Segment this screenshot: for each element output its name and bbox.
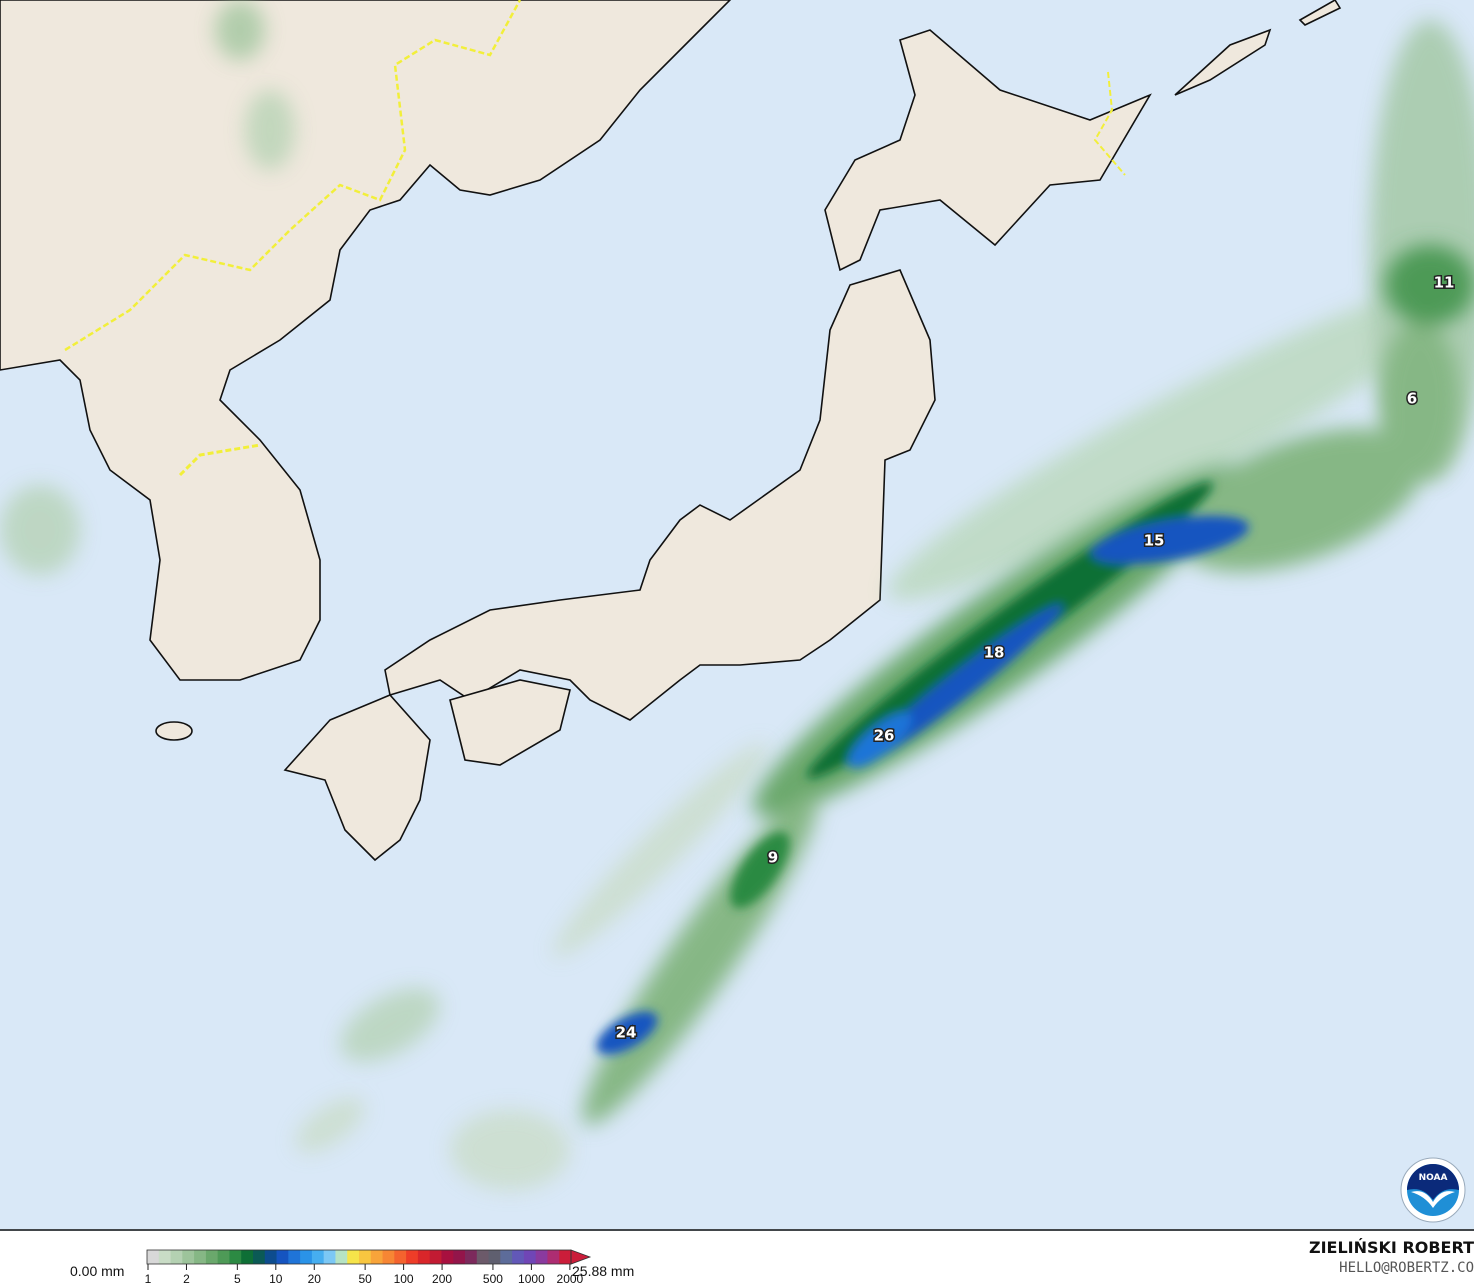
china-korea-border bbox=[64, 0, 522, 352]
colorbar-tick-label: 20 bbox=[308, 1272, 322, 1286]
colorbar-segment bbox=[429, 1250, 442, 1264]
colorbar-segment bbox=[453, 1250, 466, 1264]
precip-label: 26 bbox=[874, 727, 895, 745]
colorbar-segment bbox=[205, 1250, 219, 1264]
colorbar-segment bbox=[347, 1250, 360, 1264]
precip-label: 11 bbox=[1434, 274, 1455, 292]
colorbar-segment bbox=[547, 1250, 560, 1264]
colorbar-segment bbox=[300, 1250, 313, 1264]
colorbar-segment bbox=[147, 1250, 160, 1264]
land bbox=[0, 0, 1342, 862]
colorbar-tick-label: 2 bbox=[183, 1272, 190, 1286]
precip-label: 15 bbox=[1144, 532, 1165, 550]
colorbar-tick-label: 5 bbox=[234, 1272, 241, 1286]
colorbar-segment bbox=[288, 1250, 301, 1264]
colorbar-segment bbox=[311, 1250, 325, 1264]
colorbar-legend: 0.00 mm 1 2 5 10 20 50 100 200 500 1000 2000 25.88… bbox=[70, 1249, 634, 1286]
kuril-islands bbox=[1174, 28, 1272, 96]
mainland-asia-korea bbox=[0, 0, 732, 681]
colorbar-segment bbox=[359, 1250, 372, 1264]
precip-label: 6 bbox=[1407, 390, 1417, 408]
colorbar-tick-label: 10 bbox=[269, 1272, 283, 1286]
sakhalin-tip bbox=[1298, 0, 1342, 26]
colorbar bbox=[147, 1250, 572, 1264]
colorbar-segment bbox=[241, 1250, 254, 1264]
noaa-logo-icon: NOAA bbox=[1400, 1157, 1466, 1223]
legend-max-label: 25.88 mm bbox=[572, 1263, 634, 1279]
kyushu bbox=[283, 694, 431, 862]
colorbar-segment bbox=[323, 1250, 336, 1264]
colorbar-segment bbox=[370, 1250, 384, 1264]
colorbar-segment bbox=[158, 1250, 172, 1264]
colorbar-tick-label: 50 bbox=[358, 1272, 372, 1286]
colorbar-segment bbox=[535, 1250, 548, 1264]
colorbar-segment bbox=[382, 1250, 395, 1264]
colorbar-tick-label: 2000 bbox=[557, 1272, 584, 1286]
author-name: ZIELIŃSKI ROBERT bbox=[1308, 1238, 1474, 1257]
colorbar-segment bbox=[441, 1250, 454, 1264]
colorbar-segment bbox=[500, 1250, 513, 1264]
jeju-island bbox=[155, 721, 193, 741]
borders bbox=[64, 0, 1126, 477]
colorbar-segment bbox=[488, 1250, 501, 1264]
colorbar-segment bbox=[559, 1250, 572, 1264]
colorbar-segment bbox=[406, 1250, 419, 1264]
colorbar-tick-label: 100 bbox=[394, 1272, 414, 1286]
shikoku bbox=[449, 679, 571, 766]
colorbar-tick-label: 200 bbox=[432, 1272, 452, 1286]
colorbar-ticks: 1 2 5 10 20 50 100 200 500 1000 2000 bbox=[145, 1264, 584, 1286]
honshu bbox=[384, 269, 936, 721]
svg-text:NOAA: NOAA bbox=[1419, 1173, 1448, 1183]
korea-dmz-border bbox=[178, 443, 261, 477]
precip-label: 18 bbox=[984, 644, 1005, 662]
colorbar-segment bbox=[394, 1250, 407, 1264]
kuril-border bbox=[1093, 71, 1126, 176]
colorbar-segment bbox=[229, 1250, 242, 1264]
colorbar-segment bbox=[264, 1250, 278, 1264]
colorbar-segment bbox=[476, 1250, 490, 1264]
colorbar-tick-label: 1000 bbox=[518, 1272, 545, 1286]
precipitation-labels: 11 6 15 18 26 9 24 bbox=[614, 272, 1456, 1043]
credit: ZIELIŃSKI ROBERT HELLO@ROBERTZ.CO bbox=[1309, 1238, 1474, 1276]
legend-min-label: 0.00 mm bbox=[70, 1263, 124, 1279]
colorbar-segment bbox=[523, 1250, 537, 1264]
precipitation-field bbox=[0, 0, 1474, 1190]
colorbar-segment bbox=[276, 1250, 289, 1264]
colorbar-segment bbox=[335, 1250, 348, 1264]
colorbar-segment bbox=[465, 1250, 478, 1264]
colorbar-segment bbox=[253, 1250, 266, 1264]
colorbar-segment bbox=[417, 1250, 431, 1264]
colorbar-segment bbox=[182, 1250, 195, 1264]
hokkaido bbox=[824, 29, 1152, 272]
colorbar-segment bbox=[170, 1250, 183, 1264]
colorbar-tick-label: 1 bbox=[145, 1272, 152, 1286]
colorbar-segment bbox=[512, 1250, 525, 1264]
precipitation-map: 11 6 15 18 26 9 24 NOAA bbox=[0, 0, 1474, 1231]
colorbar-segment bbox=[194, 1250, 207, 1264]
author-email: HELLO@ROBERTZ.CO bbox=[1339, 1260, 1474, 1276]
colorbar-tick-label: 500 bbox=[483, 1272, 503, 1286]
precip-label: 24 bbox=[616, 1024, 637, 1042]
colorbar-segment bbox=[217, 1250, 230, 1264]
precip-label: 9 bbox=[768, 849, 778, 867]
colorbar-extend-arrow bbox=[570, 1249, 592, 1265]
